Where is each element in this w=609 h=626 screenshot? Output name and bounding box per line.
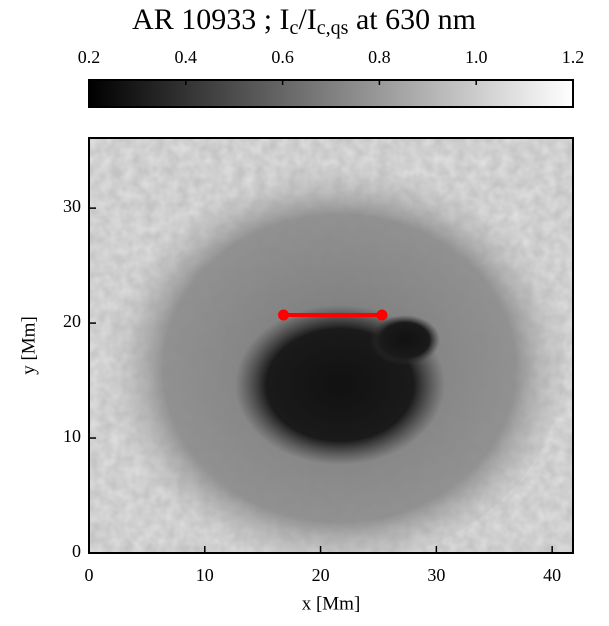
y-tick-label: 20	[63, 311, 81, 331]
colorbar-tick-label: 0.6	[271, 47, 294, 67]
x-tick-label: 0	[85, 565, 94, 585]
title-subscript: c	[290, 17, 299, 39]
x-tick-label: 40	[543, 565, 561, 585]
title-subscript: c,qs	[317, 17, 349, 39]
cut-endpoint	[278, 309, 290, 321]
chart-title: AR 10933 ; Ic/Ic,qs at 630 nm	[132, 3, 476, 39]
y-tick-label: 30	[63, 196, 81, 216]
y-axis-label: y [Mm]	[18, 316, 39, 375]
intensity-image	[89, 138, 573, 553]
colorbar	[88, 79, 574, 108]
colorbar-tick-label: 0.4	[175, 47, 198, 67]
colorbar-tick-label: 1.2	[562, 47, 585, 67]
x-tick-label: 10	[196, 565, 214, 585]
colorbar-tick-label: 0.8	[368, 47, 391, 67]
title-text: AR 10933 ; I	[132, 3, 290, 36]
colorbar-tick-label: 1.0	[465, 47, 488, 67]
y-tick-label: 10	[63, 426, 81, 446]
x-axis-label: x [Mm]	[302, 593, 361, 614]
x-tick-label: 20	[312, 565, 330, 585]
title-text: at 630 nm	[348, 3, 476, 36]
y-tick-label: 0	[72, 541, 81, 561]
title-text: /I	[298, 3, 316, 36]
cut-endpoint	[376, 309, 388, 321]
umbra	[370, 315, 440, 365]
x-tick-label: 30	[427, 565, 445, 585]
colorbar-tick-label: 0.2	[78, 47, 101, 67]
plot-frame	[88, 137, 574, 554]
